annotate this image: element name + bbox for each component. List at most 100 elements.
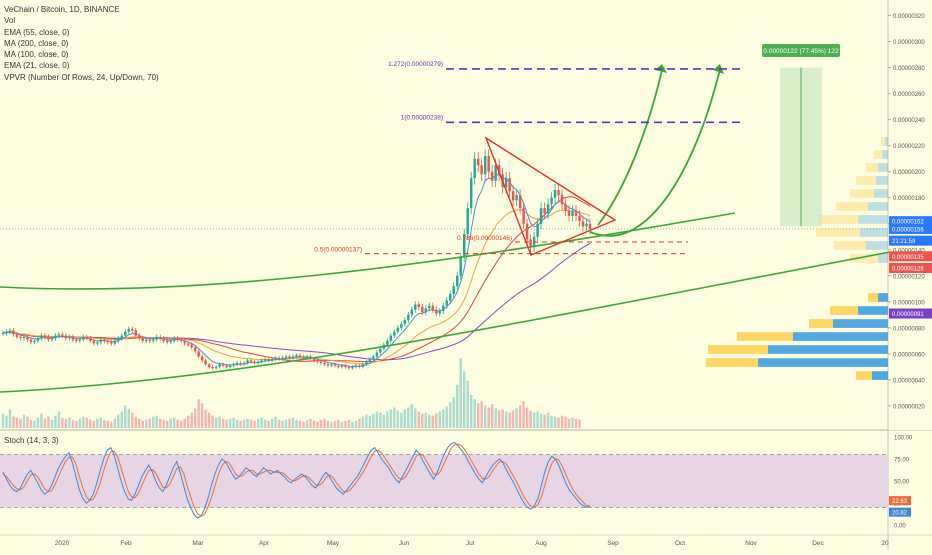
candle-body <box>82 336 85 340</box>
stoch-d-line <box>2 443 591 517</box>
candle-body <box>319 361 323 363</box>
volume-bar <box>225 419 228 428</box>
volume-bar <box>340 421 344 428</box>
candle-body <box>557 189 560 196</box>
candle-body <box>490 171 494 181</box>
candle-body <box>424 308 427 313</box>
candle-body <box>274 357 277 360</box>
stoch-tick-label: 75.00 <box>894 458 910 464</box>
candle-body <box>456 275 459 287</box>
price-tick-label: 0.00000300 <box>893 40 925 46</box>
price-badge-label: 0.00000091 <box>892 312 924 318</box>
volume-bar <box>337 419 340 428</box>
candle-body <box>207 364 211 367</box>
candle-body <box>8 330 12 332</box>
candle-body <box>372 356 375 360</box>
volume-bar <box>274 416 277 428</box>
support-level-label: 0.5(0.00000137) <box>314 247 362 254</box>
volume-bar <box>284 419 288 428</box>
vpvr-row-up <box>878 254 888 263</box>
price-axis-bg <box>889 0 932 430</box>
volume-bar <box>186 415 190 428</box>
candle-body <box>117 338 120 341</box>
volume-bar <box>277 419 281 428</box>
candle-body <box>134 330 137 336</box>
volume-bar <box>68 417 71 428</box>
volume-bar <box>214 417 218 428</box>
fib-level-label: 1.272(0.00000279) <box>388 61 443 68</box>
vpvr-row-up <box>793 332 888 341</box>
volume-bar <box>445 406 448 428</box>
volume-bar <box>532 412 536 428</box>
candle-body <box>172 338 176 341</box>
indicator-vpvr[interactable]: VPVR (Number Of Rows, 24, Up/Down, 70) <box>4 72 159 82</box>
volume-bar <box>361 416 365 428</box>
price-tick-label: 0.00000180 <box>893 196 925 202</box>
candle-body <box>295 355 298 357</box>
candle-body <box>480 165 483 175</box>
candle-body <box>120 335 124 339</box>
candle-body <box>89 338 92 341</box>
price-tick-label: 0.00000040 <box>893 378 925 384</box>
volume-bar <box>249 419 253 428</box>
volume-bar <box>396 410 400 428</box>
candle-body <box>239 362 242 365</box>
indicator-ma100[interactable]: MA (100, close, 0) <box>4 50 69 60</box>
volume-bar <box>228 418 232 428</box>
candle-body <box>462 234 466 258</box>
vpvr-row-down <box>737 332 793 341</box>
volume-bar <box>417 411 421 428</box>
volume-bar <box>193 408 197 428</box>
volume-bar <box>578 419 581 428</box>
volume-bar <box>103 419 106 428</box>
volume-bar <box>539 413 543 428</box>
indicator-ema21[interactable]: EMA (21, close, 0) <box>4 61 70 71</box>
candle-body <box>246 360 249 363</box>
volume-bar <box>560 415 564 428</box>
symbol-title[interactable]: VeChain / Bitcoin, 1D, BINANCE <box>4 5 120 14</box>
candle-body <box>445 300 448 306</box>
vpvr-row-down <box>866 163 878 172</box>
candle-body <box>410 309 414 315</box>
volume-bar <box>410 404 414 428</box>
indicator-vol[interactable]: Vol <box>4 16 16 26</box>
candle-body <box>277 357 281 360</box>
volume-bar <box>64 418 68 428</box>
volume-bar <box>110 421 113 428</box>
candle-body <box>431 305 434 310</box>
stoch-tick-label: 50.00 <box>894 480 910 486</box>
candle-body <box>494 165 497 181</box>
indicator-ma200[interactable]: MA (200, close, 0) <box>4 38 69 48</box>
vpvr-row-up <box>878 293 888 302</box>
volume-bar <box>169 418 172 428</box>
volume-bar <box>270 418 274 428</box>
projection-arc-1 <box>589 69 721 237</box>
volume-bar <box>267 420 270 428</box>
volume-bar <box>26 416 29 428</box>
candle-body <box>61 334 64 336</box>
candle-body <box>438 310 441 314</box>
volume-bar <box>22 414 26 428</box>
volume-bar <box>295 419 298 428</box>
volume-bar <box>452 397 455 428</box>
time-tick-label: Apr <box>259 540 270 547</box>
candle-body <box>347 366 351 369</box>
volume-bar <box>117 414 120 428</box>
volume-bar <box>508 412 511 428</box>
indicator-ema55[interactable]: EMA (55, close, 0) <box>4 27 70 37</box>
volume-bar <box>553 416 557 428</box>
candle-body <box>466 208 469 235</box>
price-badge <box>889 235 932 246</box>
stoch-legend[interactable]: Stoch (14, 3, 3) <box>4 436 59 445</box>
time-tick-label: Nov <box>745 540 757 547</box>
candle-body <box>340 365 344 367</box>
candle-body <box>124 331 127 336</box>
candle-body <box>330 364 333 366</box>
volume-bar <box>302 421 305 428</box>
volume-bar <box>511 410 515 428</box>
candle-body <box>442 305 445 311</box>
volume-bar <box>61 417 64 428</box>
candle-body <box>539 208 543 224</box>
